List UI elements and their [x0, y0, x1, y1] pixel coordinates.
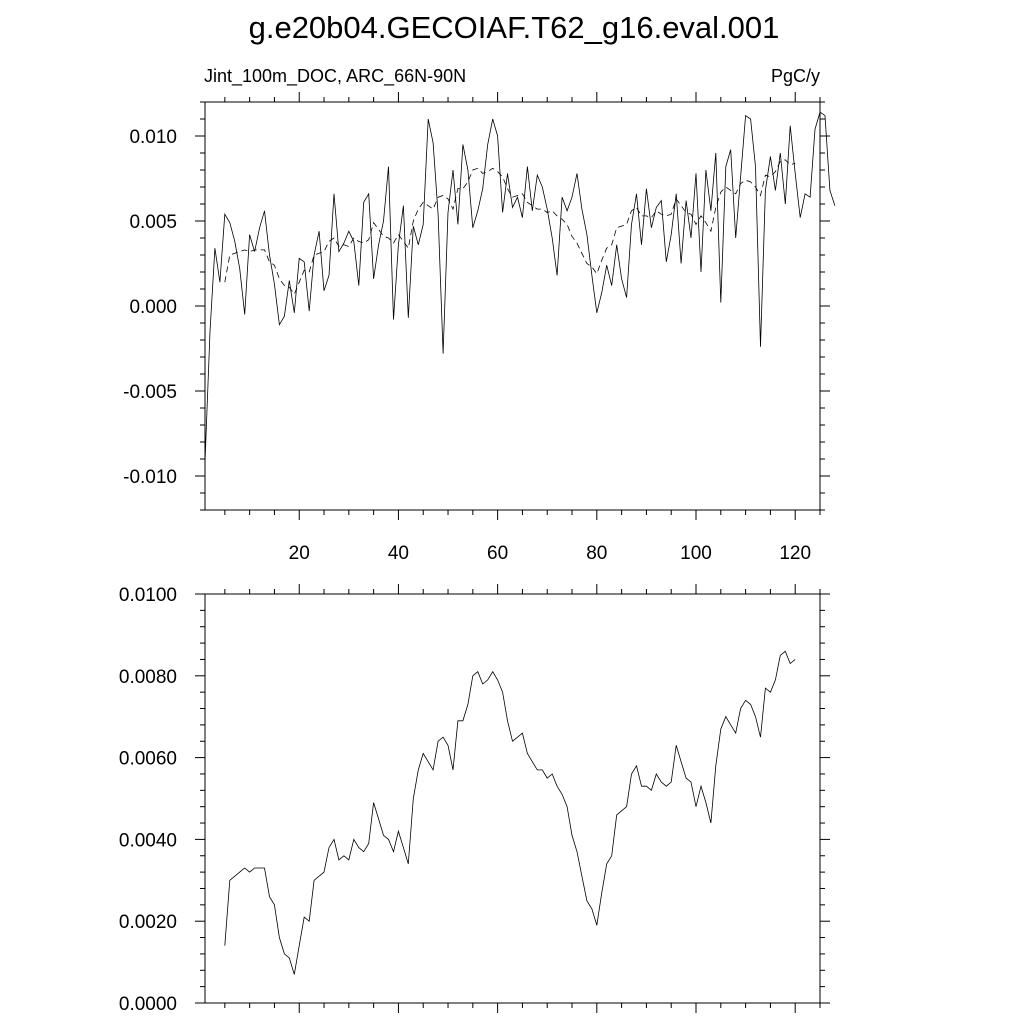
top-y-tick-label: 0.000 [129, 297, 177, 318]
bottom-y-tick-label: 0.0040 [119, 830, 177, 851]
bottom-panel: 0.0000 0.0020 0.0040 0.0060 0.0080 0.0100 [119, 584, 830, 1015]
top-series [204, 111, 836, 463]
top-y-tick-label: -0.005 [123, 382, 177, 403]
top-x-tick-label: 40 [388, 543, 409, 564]
top-x-tick-label: 60 [487, 543, 508, 564]
top-panel: 20 40 60 80 100 120 -0.010 -0.005 0.000 0.005 0.01… [123, 92, 836, 564]
bottom-y-tick-label: 0.0100 [119, 585, 177, 606]
top-running-mean-line [224, 159, 796, 295]
variable-label: Jint_100m_DOC, ARC_66N-90N [204, 66, 466, 87]
bottom-plot-frame [204, 593, 821, 1004]
bottom-y-tick-label: 0.0000 [119, 994, 177, 1015]
top-x-tick-label: 100 [680, 543, 712, 564]
bottom-y-tick-label: 0.0080 [119, 667, 177, 688]
top-x-tick-label: 120 [779, 543, 811, 564]
bottom-y-tick-label: 0.0020 [119, 912, 177, 933]
bottom-series [224, 650, 796, 975]
top-y-tick-label: 0.005 [129, 212, 177, 233]
top-x-tick-label: 20 [289, 543, 310, 564]
bottom-y-tick-label: 0.0060 [119, 749, 177, 770]
bottom-ticks [195, 584, 830, 1013]
top-y-tick-label: 0.010 [129, 127, 177, 148]
bottom-series-line [224, 650, 796, 975]
units-label: PgC/y [771, 66, 820, 86]
top-ticks [195, 92, 830, 520]
top-y-tick-label: -0.010 [123, 467, 177, 488]
top-tick-labels: 20 40 60 80 100 120 -0.010 -0.005 0.000 0.005 0.01… [123, 127, 811, 564]
top-x-tick-label: 80 [586, 543, 607, 564]
bottom-tick-labels: 0.0000 0.0020 0.0040 0.0060 0.0080 0.0100 [119, 585, 177, 1015]
top-series-line [204, 111, 836, 463]
top-plot-frame [204, 101, 821, 511]
figure-title: g.e20b04.GECOIAF.T62_g16.eval.001 [249, 10, 780, 45]
